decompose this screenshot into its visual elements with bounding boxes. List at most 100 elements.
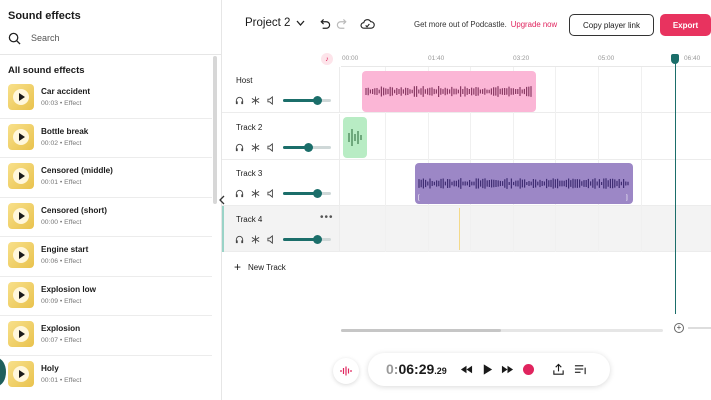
track-name[interactable]: Host xyxy=(236,76,253,85)
volume-slider[interactable] xyxy=(283,235,331,244)
play-icon[interactable] xyxy=(13,286,29,303)
promo-text: Get more out of Podcastle. xyxy=(414,20,507,29)
cloud-sync-icon[interactable] xyxy=(360,18,375,31)
track-row-2[interactable]: Track 2 xyxy=(222,114,711,160)
list-item[interactable]: Engine start 00:06 • Effect xyxy=(0,237,212,277)
play-icon[interactable] xyxy=(13,326,29,342)
play-icon[interactable] xyxy=(13,89,29,105)
track-controls xyxy=(235,143,331,152)
export-button[interactable]: Export xyxy=(660,14,711,36)
play-icon[interactable] xyxy=(13,207,29,224)
list-item[interactable]: Bottle break 00:02 • Effect xyxy=(0,119,212,158)
effect-name: Holy xyxy=(41,363,59,373)
effect-thumbnail[interactable] xyxy=(8,84,34,110)
play-icon[interactable] xyxy=(13,168,29,184)
audio-clip-host[interactable] xyxy=(362,71,536,112)
list-item[interactable]: Censored (middle) 00:01 • Effect xyxy=(0,158,212,198)
list-item[interactable]: Car accident 00:03 • Effect xyxy=(0,79,212,119)
volume-icon[interactable] xyxy=(267,189,276,198)
volume-slider[interactable] xyxy=(283,96,331,105)
redo-icon[interactable] xyxy=(336,18,349,31)
timeline-scrollbar[interactable] xyxy=(341,329,663,332)
time-main: 06:29 xyxy=(398,361,435,377)
list-item[interactable]: Explosion 00:07 • Effect xyxy=(0,316,212,356)
track-row-4[interactable]: Track 4 ••• xyxy=(222,206,711,252)
noise-cancel-button[interactable] xyxy=(333,358,359,384)
collapse-panel-button[interactable] xyxy=(217,193,227,207)
selected-indicator xyxy=(222,206,224,252)
playhead-handle[interactable] xyxy=(671,54,679,64)
ruler-tick: 00:00 xyxy=(342,55,359,62)
list-item[interactable]: Holy 00:01 • Effect xyxy=(0,356,212,396)
scrollbar-thumb[interactable] xyxy=(341,329,501,332)
snowflake-icon[interactable] xyxy=(251,235,260,244)
effect-thumbnail[interactable] xyxy=(8,163,34,189)
upgrade-link[interactable]: Upgrade now xyxy=(510,20,558,29)
slider-knob[interactable] xyxy=(312,189,322,198)
svg-text:[: [ xyxy=(418,195,420,201)
help-bubble[interactable] xyxy=(0,358,6,386)
volume-icon[interactable] xyxy=(267,235,276,244)
search-icon xyxy=(8,32,21,45)
audio-clip-track2[interactable] xyxy=(343,117,367,158)
effect-name: Censored (short) xyxy=(41,205,107,215)
effect-meta: 00:03 • Effect xyxy=(41,100,82,107)
slider-knob[interactable] xyxy=(303,143,313,152)
snowflake-icon[interactable] xyxy=(251,189,260,198)
track-row-3[interactable]: Track 3 xyxy=(222,160,711,206)
track-name[interactable]: Track 3 xyxy=(236,169,263,178)
track-row-host[interactable]: Host xyxy=(222,67,711,113)
effect-name: Bottle break xyxy=(41,126,89,136)
effect-thumbnail[interactable] xyxy=(8,321,34,347)
project-name: Project 2 xyxy=(245,17,291,29)
copy-player-link-button[interactable]: Copy player link xyxy=(569,14,654,36)
track-name[interactable]: Track 4 xyxy=(236,215,263,224)
list-item[interactable]: Censored (short) 00:00 • Effect xyxy=(0,198,212,237)
slider-knob[interactable] xyxy=(312,235,322,244)
headphones-icon[interactable] xyxy=(235,235,244,244)
transport-bar: 0:06:29.29 xyxy=(368,353,610,386)
effect-thumbnail[interactable] xyxy=(8,281,34,308)
undo-icon[interactable] xyxy=(318,18,331,31)
effect-name: Engine start xyxy=(41,245,89,254)
effect-thumbnail[interactable] xyxy=(8,360,34,387)
effect-thumbnail[interactable] xyxy=(8,123,34,150)
rewind-icon[interactable] xyxy=(460,363,473,376)
list-item[interactable]: Explosion low 00:09 • Effect xyxy=(0,277,212,316)
play-icon[interactable] xyxy=(13,365,29,382)
volume-slider[interactable] xyxy=(283,143,331,152)
volume-icon[interactable] xyxy=(267,143,276,152)
sidebar-scrollbar[interactable] xyxy=(213,56,217,204)
mic-icon[interactable]: ♪ xyxy=(321,53,333,65)
project-selector[interactable]: Project 2 xyxy=(245,17,305,29)
play-icon[interactable] xyxy=(481,363,494,376)
transcript-icon[interactable] xyxy=(574,363,587,376)
grid-line xyxy=(428,67,429,252)
audio-clip-track3[interactable]: [ ] xyxy=(415,163,633,204)
grid-line xyxy=(513,67,514,252)
time-fraction: .29 xyxy=(434,366,447,376)
headphones-icon[interactable] xyxy=(235,189,244,198)
track-name[interactable]: Track 2 xyxy=(236,123,263,132)
effect-thumbnail[interactable] xyxy=(8,202,34,229)
share-icon[interactable] xyxy=(552,363,565,376)
more-options-icon[interactable]: ••• xyxy=(320,212,334,223)
snowflake-icon[interactable] xyxy=(251,96,260,105)
volume-slider[interactable] xyxy=(283,189,331,198)
new-track-label: New Track xyxy=(248,262,286,272)
headphones-icon[interactable] xyxy=(235,96,244,105)
new-track-button[interactable]: + New Track xyxy=(234,260,286,274)
snowflake-icon[interactable] xyxy=(251,143,260,152)
zoom-in-icon[interactable]: + xyxy=(674,323,684,333)
slider-knob[interactable] xyxy=(312,96,322,105)
waveform-icon xyxy=(340,366,352,376)
fast-forward-icon[interactable] xyxy=(501,363,514,376)
search-input[interactable]: Search xyxy=(8,30,208,46)
play-icon[interactable] xyxy=(13,247,29,263)
headphones-icon[interactable] xyxy=(235,143,244,152)
play-icon[interactable] xyxy=(13,128,29,145)
zoom-slider[interactable] xyxy=(688,327,711,329)
volume-icon[interactable] xyxy=(267,96,276,105)
effect-thumbnail[interactable] xyxy=(8,242,34,268)
record-button[interactable] xyxy=(523,364,534,375)
